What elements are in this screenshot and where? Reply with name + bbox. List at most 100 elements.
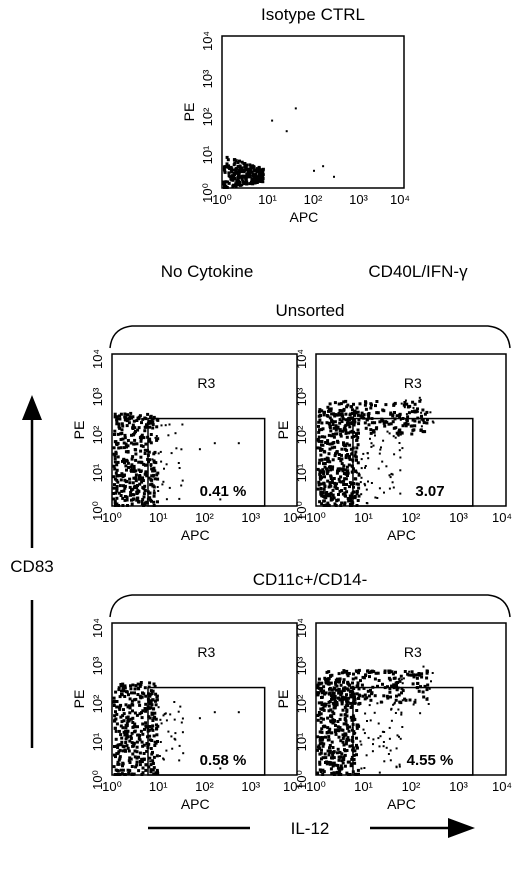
event-dot <box>241 180 245 184</box>
event-dot <box>123 418 127 422</box>
event-dot <box>317 681 321 685</box>
event-dot <box>370 670 374 673</box>
x-axis-label: APC <box>387 527 416 543</box>
event-dot <box>333 485 337 489</box>
event-dot <box>329 761 333 765</box>
event-dot <box>121 726 125 730</box>
event-dot <box>129 735 133 738</box>
event-dot <box>120 684 123 688</box>
event-dot <box>138 694 142 698</box>
event-dot <box>123 495 127 498</box>
event-dot <box>369 428 373 432</box>
event-dot <box>373 677 377 681</box>
event-dot <box>350 757 354 761</box>
event-dot <box>342 680 345 684</box>
event-dot <box>228 167 232 170</box>
event-dot <box>138 482 142 486</box>
event-dot <box>153 715 157 719</box>
event-dot <box>369 719 372 722</box>
y-tick-label: 10⁰ <box>200 183 215 203</box>
event-dot <box>340 462 344 466</box>
event-dot <box>112 464 116 468</box>
event-dot <box>323 465 327 469</box>
event-dot <box>323 475 326 479</box>
event-dot <box>133 687 137 691</box>
event-dot <box>141 732 145 736</box>
event-dot <box>144 709 148 713</box>
event-dot <box>399 418 402 421</box>
event-dot <box>329 674 333 678</box>
event-dot <box>345 422 349 426</box>
event-dot <box>323 692 327 696</box>
event-dot <box>352 758 356 761</box>
event-dot <box>333 697 336 701</box>
event-dot <box>393 411 396 414</box>
event-dot <box>344 431 348 435</box>
y-tick-label: 10² <box>200 107 215 126</box>
event-dot <box>145 423 148 427</box>
y-axis-label: PE <box>275 690 291 709</box>
event-dot <box>345 702 349 706</box>
event-dot <box>127 421 131 425</box>
event-dot <box>356 746 359 749</box>
event-dot <box>327 753 331 757</box>
event-dot <box>138 751 142 755</box>
event-dot <box>372 738 375 741</box>
event-dot <box>345 693 348 697</box>
event-dot <box>148 421 152 425</box>
event-dot <box>356 428 360 432</box>
event-dot <box>340 420 344 423</box>
event-dot <box>394 698 398 702</box>
event-dot <box>240 177 244 181</box>
event-dot <box>180 484 183 487</box>
event-dot <box>344 722 348 726</box>
event-dot <box>325 414 329 417</box>
event-dot <box>369 431 373 435</box>
event-dot <box>337 672 341 676</box>
event-dot <box>412 406 415 409</box>
event-dot <box>349 715 353 719</box>
event-dot <box>343 502 347 506</box>
event-dot <box>328 402 332 406</box>
event-dot <box>338 421 342 425</box>
event-dot <box>138 703 142 707</box>
event-dot <box>322 449 326 453</box>
event-dot <box>318 730 322 734</box>
event-dot <box>123 695 127 698</box>
event-dot <box>153 489 156 492</box>
event-dot <box>140 480 144 484</box>
event-dot <box>343 477 347 481</box>
event-dot <box>348 744 352 748</box>
event-dot <box>317 435 321 439</box>
event-dot <box>128 756 132 760</box>
event-dot <box>128 706 132 709</box>
event-dot <box>331 694 335 698</box>
event-dot <box>337 680 341 684</box>
event-dot <box>250 177 254 181</box>
event-dot <box>401 424 405 428</box>
event-dot <box>336 467 340 471</box>
event-dot <box>356 443 360 447</box>
event-dot <box>155 435 158 437</box>
event-dot <box>134 448 138 452</box>
event-dot <box>348 421 352 425</box>
event-dot <box>335 432 339 436</box>
event-dot <box>143 416 147 420</box>
event-dot <box>235 181 239 185</box>
event-dot <box>383 671 387 674</box>
y-axis-label: PE <box>71 421 87 440</box>
event-dot <box>155 768 159 772</box>
event-dot <box>358 472 360 475</box>
event-dot <box>390 472 393 475</box>
event-dot <box>149 415 153 419</box>
event-dot <box>340 759 344 763</box>
event-dot <box>380 446 382 449</box>
event-dot <box>345 738 349 741</box>
event-dot <box>133 711 137 715</box>
event-dot <box>322 165 325 168</box>
event-dot <box>178 497 181 500</box>
event-dot <box>395 431 399 435</box>
event-dot <box>335 678 339 682</box>
event-dot <box>343 425 347 429</box>
event-dot <box>143 484 147 488</box>
